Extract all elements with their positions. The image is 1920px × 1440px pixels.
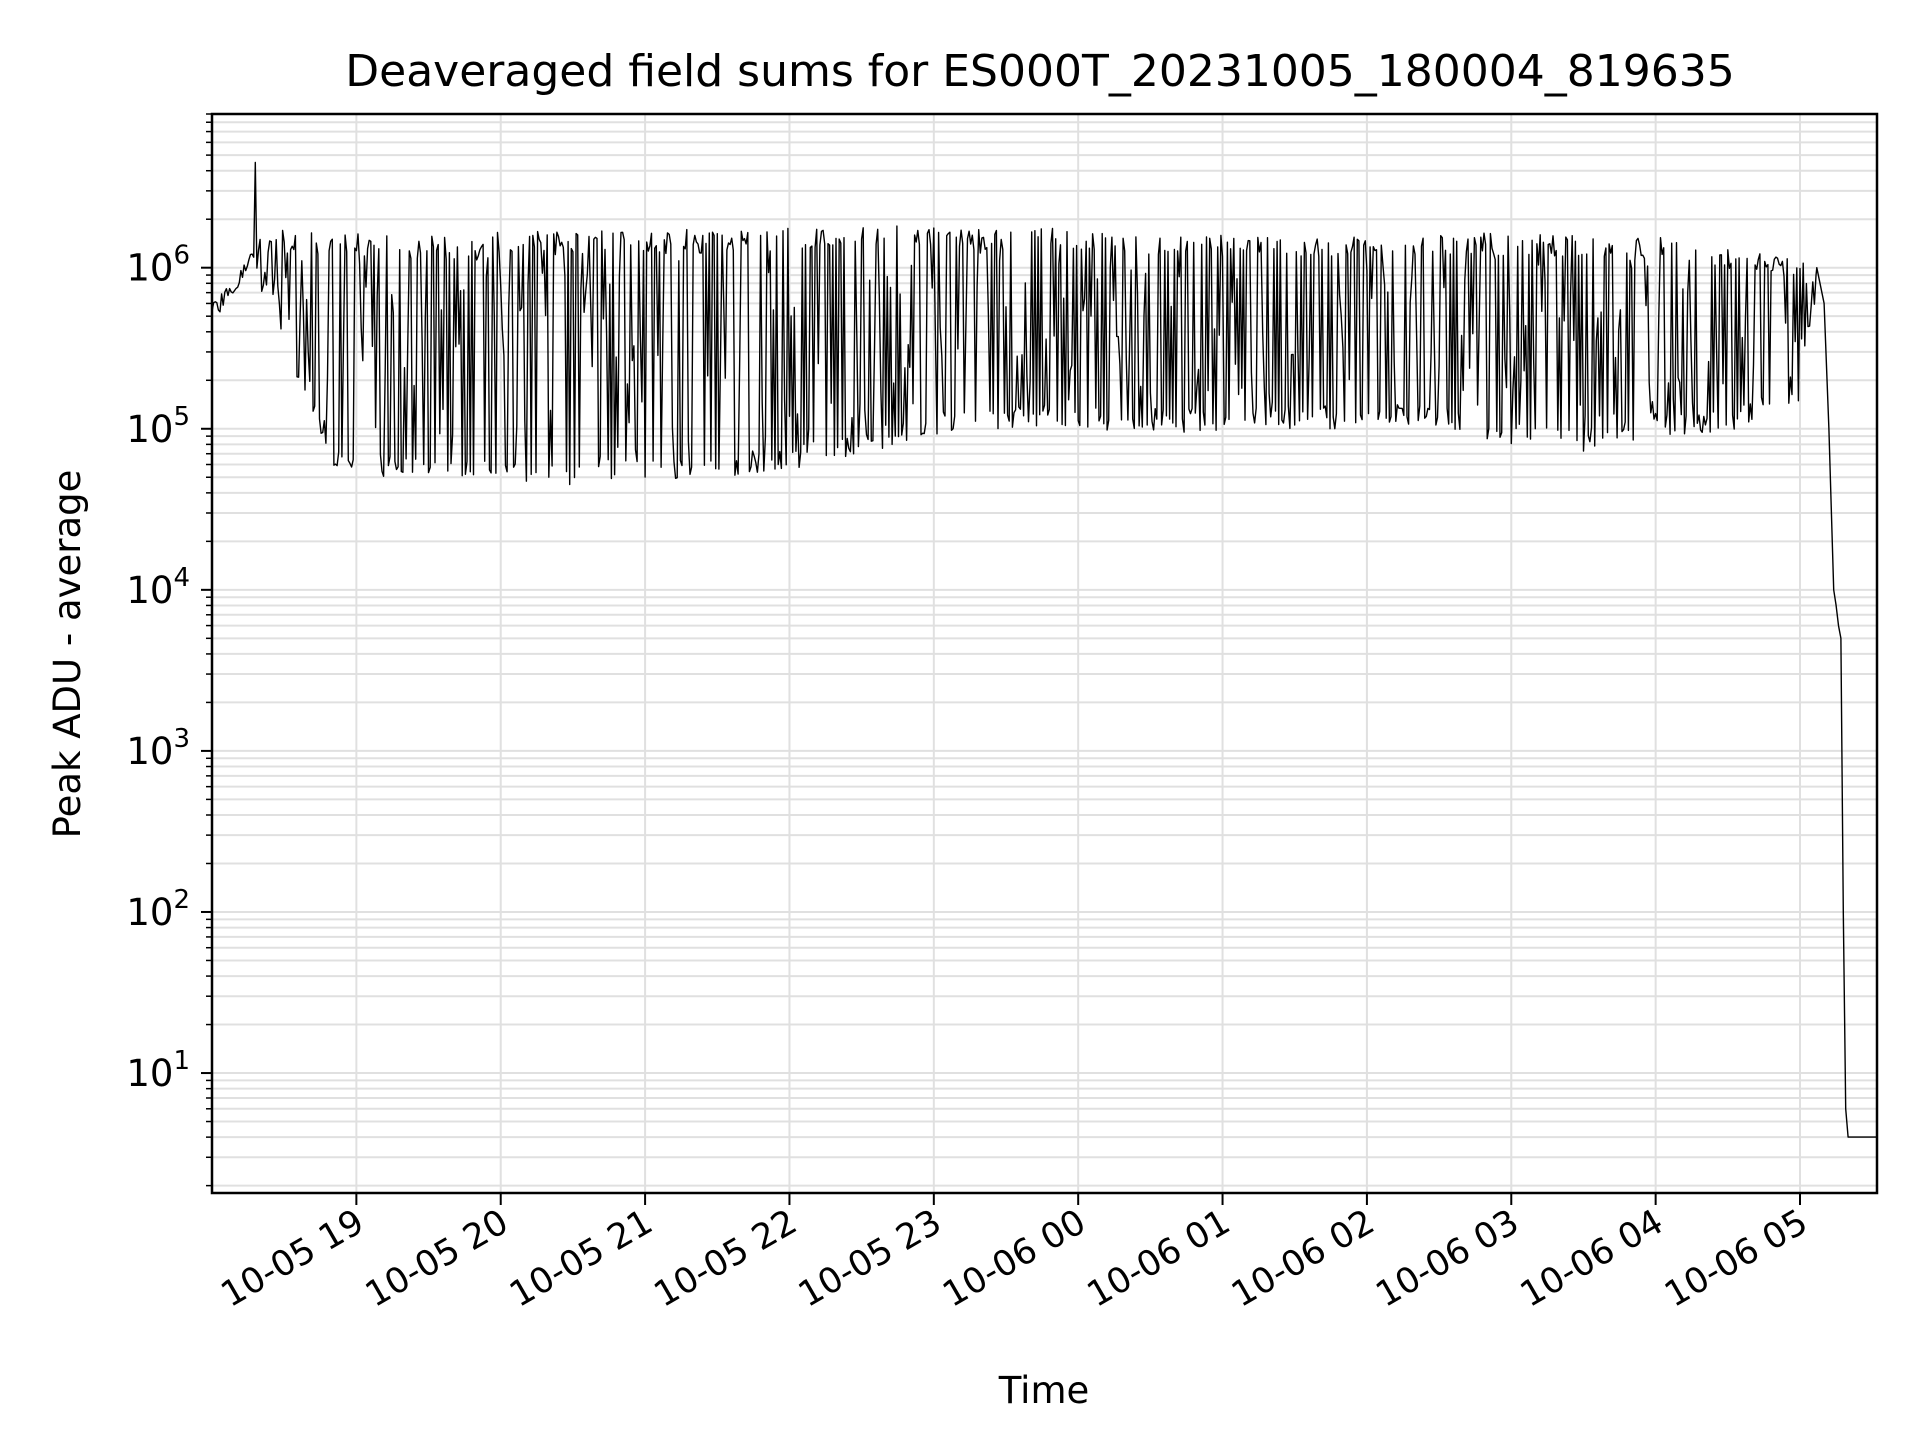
y-tick-label: 103 [126, 724, 190, 773]
y-tick-label: 105 [126, 402, 190, 451]
y-tick-label: 101 [126, 1046, 190, 1095]
y-tick-label: 106 [126, 241, 190, 290]
series-line [211, 161, 1877, 1138]
chart-title: Deaveraged field sums for ES000T_2023100… [345, 46, 1734, 97]
y-tick-label: 102 [126, 885, 190, 934]
y-axis-label: Peak ADU - average [46, 470, 89, 839]
y-axis: 101 102 103 104 105 106 [126, 113, 212, 1187]
grid [212, 113, 1877, 1193]
y-tick-label: 104 [126, 563, 190, 612]
series-line-path [211, 161, 1877, 1138]
x-axis-label: Time [998, 1369, 1090, 1412]
